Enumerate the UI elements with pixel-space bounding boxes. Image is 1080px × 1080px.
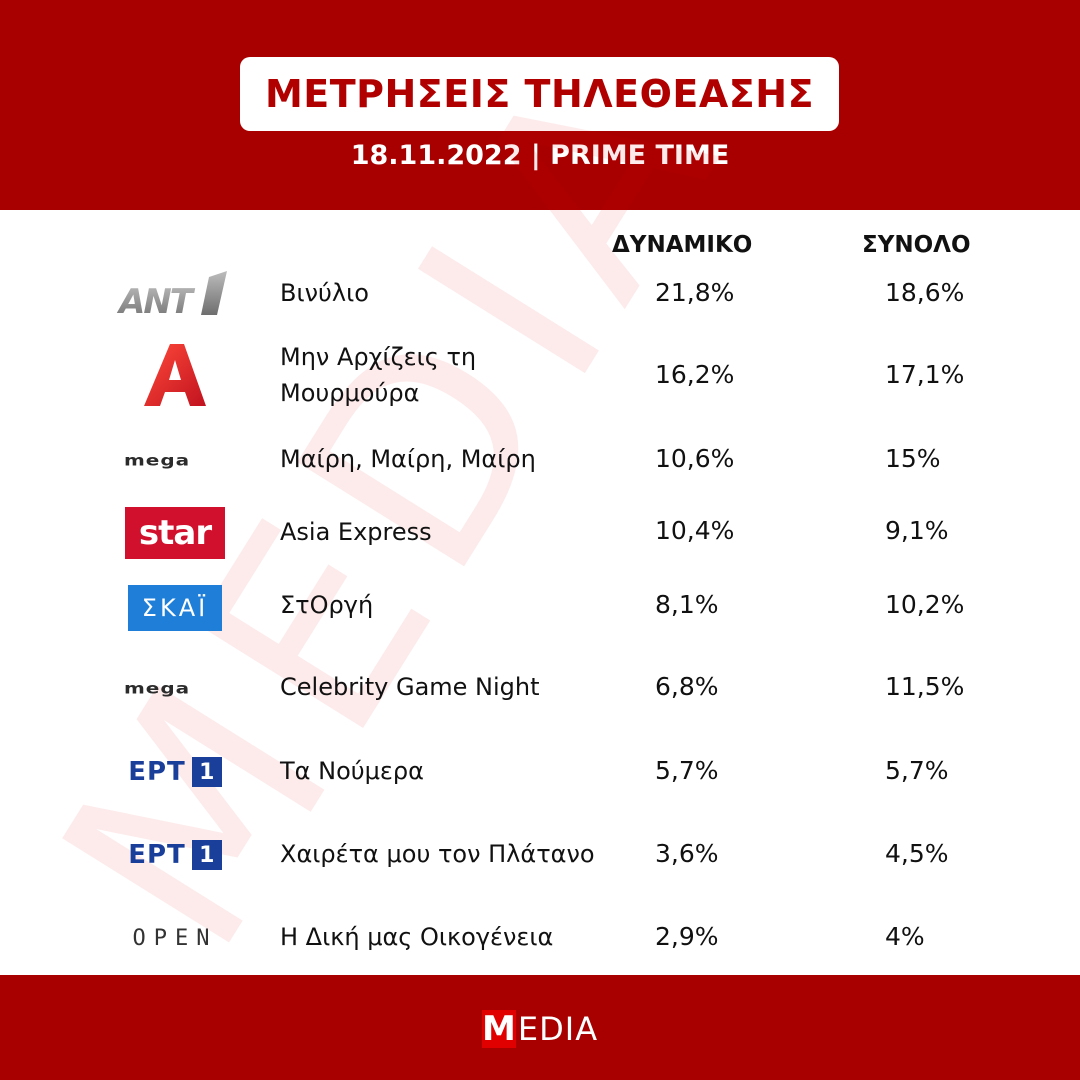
media-logo-rest: EDIA — [517, 1010, 599, 1048]
skai-logo-icon: ΣΚΑΪ — [110, 584, 240, 632]
show-title: Μην Αρχίζεις τη Μουρμούρα — [280, 340, 476, 410]
dynamiko-value: 5,7% — [655, 756, 719, 785]
media-logo: M EDIA — [0, 1009, 1080, 1049]
show-title: Μαίρη, Μαίρη, Μαίρη — [280, 445, 536, 473]
table-row: OPEN Η Δική μας Οικογένεια 2,9% 4% — [0, 918, 1080, 958]
synolo-value: 18,6% — [885, 278, 965, 307]
show-title: Χαιρέτα μου τον Πλάτανο — [280, 840, 595, 868]
ert-logo-number: 1 — [191, 840, 222, 870]
dynamiko-value: 10,4% — [655, 516, 735, 545]
dynamiko-value: 6,8% — [655, 672, 719, 701]
table-row: ΕΡΤ 1 Χαιρέτα μου τον Πλάτανο 3,6% 4,5% — [0, 835, 1080, 875]
show-title: Celebrity Game Night — [280, 673, 540, 701]
mega-logo-icon: mega — [110, 668, 240, 708]
show-title: Τα Νούμερα — [280, 757, 424, 785]
ert-logo-text: ΕΡΤ — [128, 757, 186, 787]
dynamiko-value: 2,9% — [655, 922, 719, 951]
svg-text:mega: mega — [124, 453, 190, 470]
synolo-value: 4,5% — [885, 839, 949, 868]
table-row: mega Celebrity Game Night 6,8% 11,5% — [0, 668, 1080, 708]
ant1-logo-icon: ANT — [110, 268, 240, 318]
show-title-line2: Μουρμούρα — [280, 379, 420, 407]
table-row: ΣΚΑΪ ΣτΟργή 8,1% 10,2% — [0, 584, 1080, 632]
ert-logo-text: ΕΡΤ — [128, 840, 186, 870]
dynamiko-value: 3,6% — [655, 839, 719, 868]
ert-logo-number: 1 — [191, 757, 222, 787]
synolo-value: 10,2% — [885, 590, 965, 619]
date-subtitle: 18.11.2022 | PRIME TIME — [350, 140, 730, 171]
mega-logo-icon: mega — [110, 440, 240, 480]
dynamiko-value: 16,2% — [655, 360, 735, 389]
dynamiko-value: 21,8% — [655, 278, 735, 307]
synolo-value: 11,5% — [885, 672, 965, 701]
ert1-logo-icon: ΕΡΤ 1 — [110, 752, 240, 792]
table-row: Μην Αρχίζεις τη Μουρμούρα 16,2% 17,1% — [0, 340, 1080, 412]
open-logo-text: OPEN — [132, 925, 218, 951]
header-banner: ΜΕΤΡΗΣΕΙΣ ΤΗΛΕΘΕΑΣΗΣ 18.11.2022 | PRIME … — [0, 0, 1080, 210]
show-title: ΣτΟργή — [280, 591, 374, 619]
synolo-value: 4% — [885, 922, 925, 951]
title-box: ΜΕΤΡΗΣΕΙΣ ΤΗΛΕΘΕΑΣΗΣ — [240, 57, 839, 131]
star-logo-text: star — [138, 513, 212, 553]
footer-banner — [0, 975, 1080, 1080]
show-title: Βινύλιο — [280, 279, 369, 307]
show-title: Η Δική μας Οικογένεια — [280, 923, 554, 951]
show-title: Asia Express — [280, 518, 432, 546]
table-row: star Asia Express 10,4% 9,1% — [0, 506, 1080, 560]
column-header-synolo: ΣΥΝΟΛΟ — [862, 232, 971, 258]
synolo-value: 15% — [885, 444, 941, 473]
skai-logo-text: ΣΚΑΪ — [141, 594, 209, 622]
table-row: mega Μαίρη, Μαίρη, Μαίρη 10,6% 15% — [0, 440, 1080, 480]
star-logo-icon: star — [110, 506, 240, 560]
ert1-logo-icon: ΕΡΤ 1 — [110, 835, 240, 875]
svg-text:ANT: ANT — [116, 282, 196, 317]
column-header-dynamiko: ΔΥΝΑΜΙΚΟ — [612, 232, 753, 258]
synolo-value: 17,1% — [885, 360, 965, 389]
show-title-line1: Μην Αρχίζεις τη — [280, 343, 477, 371]
svg-text:mega: mega — [124, 681, 190, 698]
table-row: ΕΡΤ 1 Τα Νούμερα 5,7% 5,7% — [0, 752, 1080, 792]
media-logo-m: M — [481, 1009, 516, 1049]
table-row: ANT Βινύλιο 21,8% 18,6% — [0, 268, 1080, 318]
page-title: ΜΕΤΡΗΣΕΙΣ ΤΗΛΕΘΕΑΣΗΣ — [264, 72, 815, 116]
dynamiko-value: 8,1% — [655, 590, 719, 619]
open-logo-icon: OPEN — [110, 918, 240, 958]
synolo-value: 9,1% — [885, 516, 949, 545]
dynamiko-value: 10,6% — [655, 444, 735, 473]
alpha-logo-icon — [110, 340, 240, 412]
synolo-value: 5,7% — [885, 756, 949, 785]
